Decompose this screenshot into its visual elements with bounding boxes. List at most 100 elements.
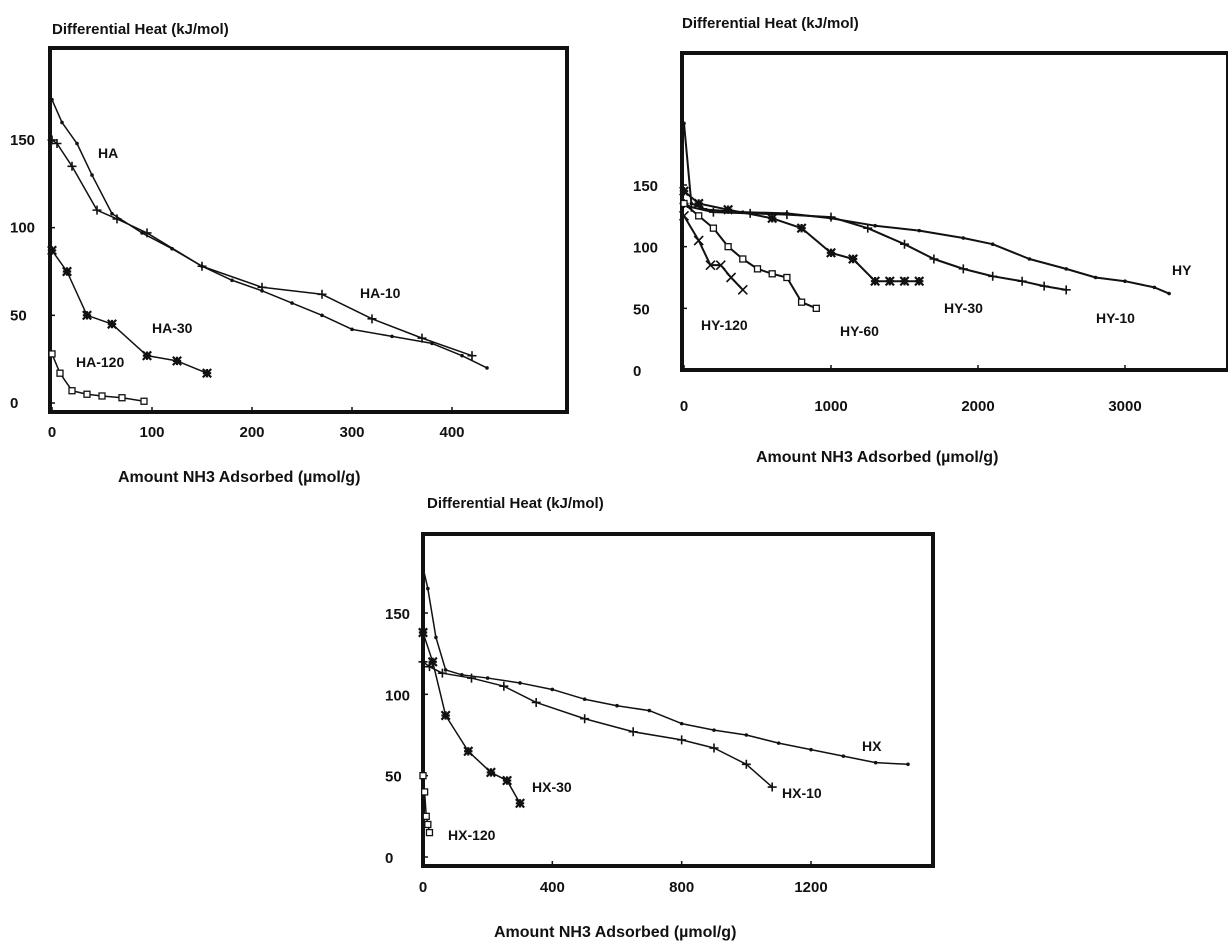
data-point (1017, 276, 1027, 286)
chart-title: Differential Heat (kJ/mol) (52, 21, 229, 38)
series-HX-30: HX-30 (418, 627, 572, 809)
data-point (98, 392, 106, 400)
data-point (783, 273, 791, 282)
data-point (443, 668, 448, 672)
data-point (317, 289, 327, 299)
data-point (48, 350, 56, 358)
data-point (550, 687, 555, 692)
data-point (914, 276, 925, 287)
data-point (485, 767, 496, 778)
series-label: HX-10 (782, 785, 822, 801)
x-tick-label: 300 (339, 424, 364, 441)
data-point (390, 334, 394, 339)
series-label: HY-60 (840, 323, 879, 339)
x-tick-label: 400 (439, 424, 464, 441)
y-tick-label: 50 (633, 301, 650, 318)
data-point (961, 236, 966, 240)
data-point (460, 353, 464, 358)
data-point (677, 735, 687, 745)
chart-3: Differential Heat (kJ/mol) Amount NH3 Ads… (385, 495, 935, 941)
chart-1: Differential Heat (kJ/mol) Amount NH3 Ads… (10, 21, 569, 486)
data-point (1123, 279, 1127, 284)
data-point (425, 828, 434, 837)
series-label: HY-10 (1096, 310, 1135, 326)
x-tick-label: 1000 (814, 398, 847, 415)
data-point (693, 235, 704, 246)
data-point (67, 161, 77, 171)
series-HX: HX (421, 565, 910, 767)
data-point (768, 270, 776, 278)
data-point (531, 697, 541, 707)
data-point (418, 627, 428, 638)
data-point (580, 714, 590, 724)
data-point (712, 728, 716, 732)
data-point (112, 214, 122, 224)
data-point (826, 212, 836, 222)
data-point (1027, 257, 1032, 261)
series-HA-120: HA-120 (48, 350, 148, 405)
x-tick-label: 200 (239, 424, 264, 441)
data-point (68, 387, 76, 395)
data-point (56, 369, 64, 377)
data-point (142, 350, 152, 361)
data-point (929, 254, 939, 264)
y-tick-label: 0 (10, 395, 18, 412)
data-point (52, 139, 62, 149)
plot-frame (680, 51, 1228, 372)
data-point (678, 210, 690, 221)
data-point (695, 212, 703, 220)
series-HY-10: HY-10 (679, 199, 1135, 326)
data-point (50, 97, 54, 102)
plot-frame (48, 46, 569, 414)
series-HY-120: HY-120 (678, 210, 748, 333)
x-tick-label: 3000 (1108, 398, 1141, 415)
series-line (683, 123, 1170, 295)
series-HA-30: HA-30 (47, 245, 212, 379)
data-point (110, 211, 114, 216)
series-line (51, 99, 488, 369)
data-point (62, 266, 72, 277)
data-point (958, 264, 968, 274)
data-point (421, 565, 425, 570)
x-axis-label: Amount NH3 Adsorbed (µmol/g) (494, 924, 736, 941)
series-line (422, 661, 773, 788)
x-tick-label: 0 (680, 398, 688, 415)
data-point (83, 390, 91, 398)
series-label: HA (98, 145, 118, 161)
y-tick-label: 150 (10, 132, 35, 149)
y-tick-label: 50 (385, 769, 402, 786)
data-point (75, 141, 79, 146)
y-tick-label: 100 (385, 687, 410, 704)
x-axis-label: Amount NH3 Adsorbed (µmol/g) (118, 469, 360, 486)
x-tick-label: 0 (419, 879, 427, 896)
data-point (485, 366, 489, 370)
data-point (140, 231, 144, 235)
data-point (739, 255, 747, 263)
data-point (463, 746, 474, 757)
data-point (797, 298, 806, 306)
data-point (582, 697, 587, 702)
data-point (741, 759, 751, 769)
series-label: HX (862, 738, 882, 754)
data-point (118, 394, 126, 402)
y-tick-label: 100 (633, 240, 658, 257)
data-point (1093, 275, 1098, 280)
data-point (737, 284, 748, 295)
series-HX-120: HX-120 (419, 772, 496, 843)
x-tick-label: 1200 (794, 879, 827, 896)
data-point (709, 743, 719, 753)
chart-2: Differential Heat (kJ/mol) Amount NH3 Ads… (633, 15, 1228, 466)
x-tick-label: 800 (669, 879, 694, 896)
series-label: HY (1172, 262, 1192, 278)
x-tick-label: 0 (48, 424, 56, 441)
data-point (440, 710, 451, 721)
data-point (809, 747, 813, 752)
data-point (485, 676, 490, 680)
data-point (767, 213, 778, 224)
y-tick-label: 150 (633, 178, 658, 195)
data-point (744, 733, 749, 737)
series-line (683, 202, 1067, 291)
data-point (753, 265, 762, 273)
data-point (424, 820, 432, 829)
data-point (917, 228, 921, 233)
